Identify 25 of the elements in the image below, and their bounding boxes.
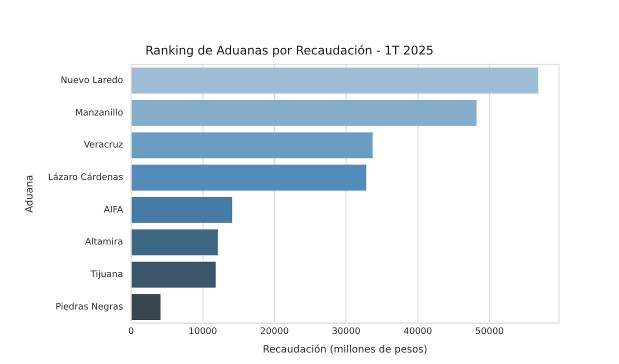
x-tick-label: 40000 (403, 326, 432, 337)
bar (132, 294, 161, 320)
bar (132, 262, 216, 288)
bar (132, 100, 477, 126)
bar (132, 229, 218, 256)
bar (132, 164, 366, 191)
x-tick-label: 50000 (475, 326, 504, 337)
x-tick-label: 10000 (188, 326, 218, 337)
bar (132, 68, 538, 94)
y-tick-label: Veracruz (84, 140, 124, 151)
x-tick-label: 20000 (260, 326, 290, 337)
y-tick-label: AIFA (104, 205, 124, 216)
y-tick-label: Lázaro Cárdenas (48, 172, 124, 183)
y-tick-label: Nuevo Laredo (60, 76, 124, 86)
bar (132, 132, 373, 158)
chart-title: Ranking de Aduanas por Recaudación - 1T 2025 (145, 43, 434, 58)
y-tick-label: Manzanillo (75, 108, 124, 118)
x-tick-label: 0 (128, 326, 134, 337)
bar (132, 197, 232, 223)
x-tick-label: 30000 (332, 326, 361, 337)
y-tick-label: Piedras Negras (55, 302, 124, 312)
x-axis-title: Recaudación (millones de pesos) (262, 344, 428, 356)
y-tick-label: Altamira (84, 238, 124, 248)
y-axis-title: Aduana (24, 174, 36, 213)
y-tick-label: Tijuana (89, 270, 124, 280)
